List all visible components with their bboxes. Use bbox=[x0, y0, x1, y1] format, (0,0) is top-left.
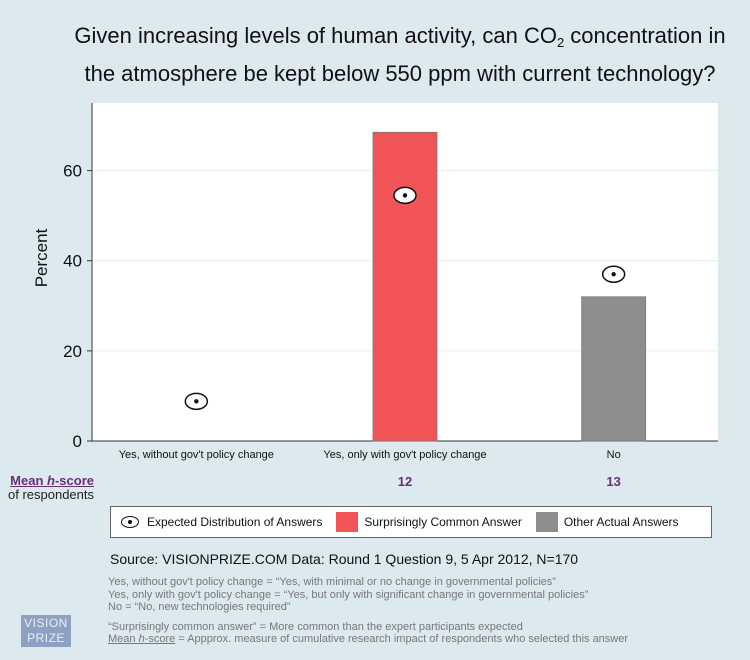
bar-chart: 0 20 40 60 Percent Yes, without gov't policy … bbox=[32, 103, 718, 489]
red-swatch-icon bbox=[336, 512, 359, 532]
category-label-1: Yes, without gov't policy change bbox=[119, 449, 274, 461]
expected-dot-3 bbox=[611, 272, 616, 277]
legend-item-expected: Expected Distribution of Answers bbox=[121, 515, 322, 529]
note-1: Yes, without gov't policy change = “Yes,… bbox=[108, 576, 556, 588]
note-5-link[interactable]: Mean h-score bbox=[108, 633, 176, 645]
bar-3 bbox=[581, 296, 647, 442]
source-line: Source: VISIONPRIZE.COM Data: Round 1 Qu… bbox=[110, 551, 579, 567]
note-5: Mean h-score = Appprox. measure of cumul… bbox=[108, 633, 629, 645]
grey-swatch-icon bbox=[535, 512, 558, 532]
hscore-label-sub: of respondents bbox=[8, 487, 95, 502]
note-4: “Surprisingly common answer” = More comm… bbox=[108, 620, 523, 633]
expected-dot-2 bbox=[402, 193, 408, 198]
ytick-label-60: 60 bbox=[63, 162, 82, 181]
y-axis-title: Percent bbox=[32, 228, 51, 287]
hscore-label: Mean h-score of respondents bbox=[8, 474, 94, 502]
expected-dot-1 bbox=[194, 399, 199, 404]
title-subscript: 2 bbox=[556, 35, 565, 50]
ytick-label-40: 40 bbox=[63, 252, 82, 271]
chart-title: Given increasing levels of human activit… bbox=[60, 20, 740, 89]
ytick-label-0: 0 bbox=[73, 432, 82, 451]
hscore-label-main[interactable]: Mean h-score bbox=[10, 473, 94, 488]
legend-label-surprising: Surprisingly Common Answer bbox=[364, 515, 522, 529]
ytick-label-20: 20 bbox=[63, 342, 82, 361]
title-line1: Given increasing levels of human activit… bbox=[74, 23, 557, 48]
notes: Yes, without gov't policy change = “Yes,… bbox=[108, 576, 628, 646]
legend-label-other: Other Actual Answers bbox=[563, 515, 679, 529]
category-label-3: No bbox=[607, 449, 621, 461]
expected-marker-icon bbox=[121, 516, 139, 528]
legend: Expected Distribution of Answers Surpris… bbox=[110, 506, 712, 538]
note-2: Yes, only with gov't policy change = “Ye… bbox=[108, 588, 589, 601]
hscore-2: 12 bbox=[398, 474, 412, 489]
hscore-3: 13 bbox=[606, 474, 620, 489]
note-3: No = “No, new technologies required” bbox=[108, 601, 291, 613]
legend-item-surprising: Surprisingly Common Answer bbox=[336, 512, 522, 532]
vision-prize-logo: VISION PRIZE bbox=[21, 615, 71, 647]
category-label-2: Yes, only with gov't policy change bbox=[323, 449, 486, 461]
legend-item-other: Other Actual Answers bbox=[535, 512, 679, 532]
title-line2: the atmosphere be kept below 550 ppm wit… bbox=[84, 61, 716, 86]
title-line1-end: concentration in bbox=[564, 23, 726, 48]
bar-2 bbox=[372, 131, 438, 442]
legend-label-expected: Expected Distribution of Answers bbox=[147, 515, 323, 529]
